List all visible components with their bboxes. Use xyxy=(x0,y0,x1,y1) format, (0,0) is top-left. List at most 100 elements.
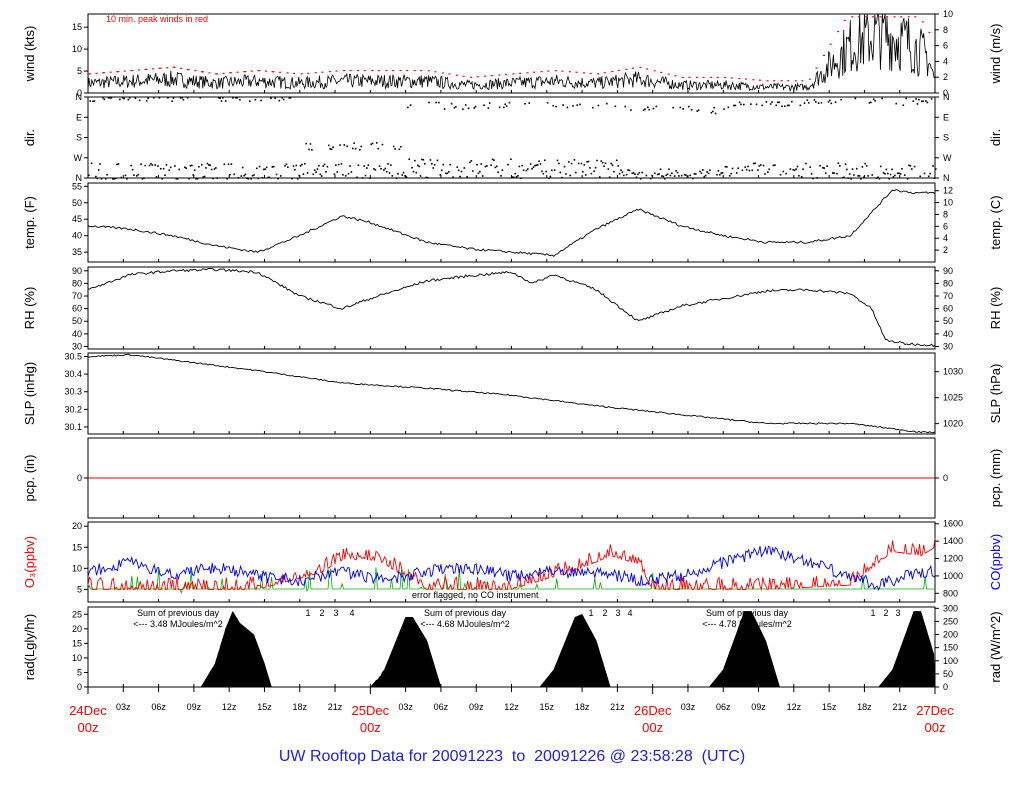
direction-dot xyxy=(638,171,641,174)
direction-dot xyxy=(241,166,244,169)
direction-dot xyxy=(484,165,487,168)
time-axis-hour-label: 09z xyxy=(187,702,202,712)
wind-peak-marker xyxy=(215,73,218,75)
direction-dot xyxy=(830,102,833,105)
direction-dot xyxy=(872,98,875,100)
y-axis-label-left-slp: SLP (inHg) xyxy=(22,362,37,425)
direction-dot xyxy=(135,175,138,177)
direction-dot xyxy=(813,99,816,101)
direction-dot xyxy=(898,172,900,175)
direction-dot xyxy=(158,97,161,99)
time-axis-hour-label: 21z xyxy=(610,702,625,712)
direction-dot xyxy=(644,108,646,110)
wind-peak-marker xyxy=(575,71,578,73)
wind-peak-marker xyxy=(674,75,677,77)
wind-peak-marker xyxy=(427,70,430,72)
right-tick-label-dir: N xyxy=(943,173,950,183)
wind-peak-marker xyxy=(151,68,154,70)
wind-peak-marker xyxy=(815,67,818,69)
direction-dot xyxy=(839,165,841,167)
direction-dot xyxy=(455,105,457,108)
left-tick-label-dir: N xyxy=(76,92,83,102)
direction-dot xyxy=(563,165,566,168)
direction-dot xyxy=(168,169,171,171)
direction-dot xyxy=(380,167,382,170)
footer-to: to xyxy=(511,748,526,765)
direction-dot xyxy=(826,165,828,167)
direction-dot xyxy=(543,159,546,162)
direction-dot xyxy=(264,168,267,170)
direction-dot xyxy=(110,97,113,99)
wind-peak-marker xyxy=(716,76,719,78)
direction-dot xyxy=(134,97,137,99)
wind-peak-marker xyxy=(639,66,642,68)
direction-dot xyxy=(545,170,547,173)
direction-dot xyxy=(531,167,533,170)
direction-dot xyxy=(301,163,303,166)
time-axis-hour-label: 12z xyxy=(504,702,519,712)
direction-dot xyxy=(567,161,570,163)
direction-dot xyxy=(195,178,197,180)
direction-dot xyxy=(488,102,491,104)
direction-dot xyxy=(445,172,447,175)
direction-dot xyxy=(395,177,398,179)
direction-dot xyxy=(277,177,279,180)
direction-dot xyxy=(435,101,437,104)
direction-dot xyxy=(443,108,446,110)
direction-dot xyxy=(648,108,651,111)
direction-dot xyxy=(171,100,173,102)
direction-dot xyxy=(415,171,418,174)
chem-annotation: error flagged, no CO instrument xyxy=(412,590,539,600)
wind-peak-marker xyxy=(773,80,776,82)
direction-dot xyxy=(884,172,886,175)
direction-dot xyxy=(375,142,378,144)
left-tick-label-rh: 50 xyxy=(72,316,82,326)
time-axis-hour-label: 18z xyxy=(575,702,590,712)
wind-peak-marker xyxy=(131,69,134,72)
direction-dot xyxy=(731,167,734,170)
direction-dot xyxy=(649,177,652,180)
direction-dot xyxy=(685,174,687,176)
rad-hour-marker: 2 xyxy=(602,608,607,618)
wind-peak-marker xyxy=(88,73,91,75)
right-tick-label-chem: 1400 xyxy=(943,536,963,546)
wind-peak-marker xyxy=(724,76,727,79)
y-axis-label-left-pcp: pcp. (in) xyxy=(22,455,37,502)
direction-dot xyxy=(630,109,632,111)
direction-dot xyxy=(759,164,762,166)
direction-dot xyxy=(258,165,261,168)
wind-peak-marker xyxy=(631,67,634,69)
direction-dot xyxy=(656,173,659,176)
direction-dot xyxy=(93,100,96,102)
direction-dot xyxy=(737,167,739,169)
left-tick-label-dir: W xyxy=(74,153,83,163)
series-line-slp xyxy=(87,353,936,434)
direction-dot xyxy=(260,99,262,102)
wind-peak-marker xyxy=(490,75,493,77)
direction-dot xyxy=(625,173,628,176)
direction-dot xyxy=(861,166,864,168)
direction-dot xyxy=(96,177,99,180)
panel-temp: 35 40 45 50 55 2 4 6 810 12 temp. (F) temp. (C) xyxy=(22,181,1003,263)
footer-time: @ 23:58:28 xyxy=(609,748,693,765)
wind-peak-marker xyxy=(554,70,557,72)
direction-dot xyxy=(378,165,381,167)
direction-dot xyxy=(353,142,355,144)
right-tick-label-rad: 200 xyxy=(943,630,958,640)
direction-dot xyxy=(750,103,752,105)
direction-dot xyxy=(477,172,480,175)
direction-dot xyxy=(546,101,549,104)
direction-dot xyxy=(487,107,490,109)
direction-dot xyxy=(539,163,542,165)
wind-peak-marker xyxy=(794,80,797,82)
wind-peak-marker xyxy=(385,69,388,72)
wind-peak-marker xyxy=(307,72,310,74)
left-tick-label-temp: 35 xyxy=(72,247,82,257)
y-axis-label-right-pcp: pcp. (mm) xyxy=(988,449,1003,508)
direction-dot xyxy=(744,166,747,168)
direction-dot xyxy=(405,176,408,178)
direction-dot xyxy=(628,169,631,172)
direction-dot xyxy=(552,104,555,107)
direction-dot xyxy=(107,97,110,99)
direction-dot xyxy=(366,167,368,169)
